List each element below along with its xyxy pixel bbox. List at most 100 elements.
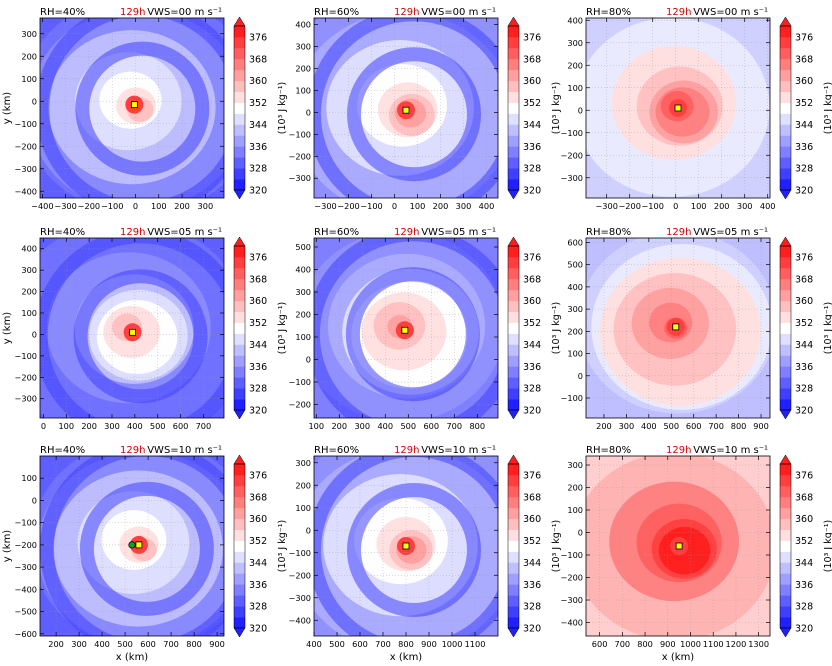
y-tick-label: 100 [295, 503, 311, 513]
colorbar: 376 368 360 352 344 336 328 320 (10³ J kg⁻¹) [779, 454, 832, 638]
colorbar-tick-label: 360 [795, 514, 813, 525]
colorbar-tick-label: 352 [795, 536, 813, 547]
colorbar-band [780, 474, 791, 487]
x-tick-label: 500 [117, 639, 133, 649]
plot-frame [585, 237, 771, 419]
colorbar-tick-label: 352 [523, 536, 541, 547]
panel-9: 600 700 800 900 1000 1100 1200 13003002001000−1… [561, 445, 832, 663]
panel-vws-label: VWS=05 m s⁻¹ [693, 227, 768, 238]
colorbar-band [508, 300, 519, 312]
colorbar-band [234, 496, 245, 509]
y-tick-label: −100 [15, 119, 38, 129]
colorbar-tick-label: 344 [523, 120, 541, 131]
colorbar-band [508, 366, 519, 378]
colorbar-tick-label: 352 [795, 318, 813, 329]
plot-frame [39, 455, 225, 637]
y-tick-label: −100 [561, 393, 584, 403]
panel-3: −300 −200 −100 0 100 200 300 4004003002001000−1… [561, 7, 832, 211]
colorbar-label: (10³ J kg⁻¹) [551, 302, 562, 355]
x-tick-label: 300 [71, 639, 87, 649]
colorbar-tick-label: 320 [249, 186, 267, 197]
colorbar-extend-max [779, 236, 792, 247]
colorbar-band [234, 168, 245, 180]
colorbar-tick-label: 368 [523, 274, 541, 285]
x-tick-label: 400 [94, 639, 110, 649]
center-marker [129, 328, 136, 336]
colorbar-band [234, 388, 245, 400]
center-marker [135, 541, 143, 549]
y-tick-label: −200 [15, 372, 38, 382]
panel-time-label: 129h [394, 7, 419, 18]
y-tick-label: 0 [306, 355, 311, 365]
center-marker [402, 106, 410, 114]
colorbar-tick-label: 360 [249, 296, 267, 307]
panel-vws-label: VWS=10 m s⁻¹ [421, 445, 496, 456]
y-tick-label: −200 [289, 151, 312, 161]
colorbar-tick-label: 352 [249, 318, 267, 329]
plot-frame [39, 17, 225, 199]
colorbar-tick-label: 320 [523, 186, 541, 197]
y-tick-label: 300 [567, 38, 583, 48]
colorbar-band [508, 474, 519, 487]
y-tick-label: 100 [21, 308, 37, 318]
y-tick-label: 100 [21, 74, 37, 84]
colorbar-frame [507, 245, 520, 411]
colorbar-tick-label: 344 [523, 558, 541, 569]
panel-time-label: 129h [120, 227, 145, 238]
y-tick-label: −300 [561, 595, 584, 605]
panel-time-label: 129h [666, 445, 691, 456]
colorbar-band [508, 322, 519, 334]
y-tick-label: −100 [15, 518, 38, 528]
colorbar-band [508, 278, 519, 291]
colorbar-extend-max [507, 16, 520, 27]
colorbar-tick-label: 376 [523, 252, 541, 263]
y-tick-label: 400 [567, 15, 583, 25]
y-tick-label: 300 [295, 287, 311, 297]
plot-frame [585, 455, 771, 637]
y-tick-label: 400 [295, 265, 311, 275]
colorbar-band [508, 529, 519, 541]
colorbar: 376 368 360 352 344 336 328 320 (10³ J kg⁻¹) [507, 236, 562, 420]
panel-rh-label: RH=80% [586, 445, 631, 456]
y-axis-label: y (km) [2, 530, 13, 563]
panel-vws-label: VWS=10 m s⁻¹ [147, 445, 222, 456]
colorbar-band [234, 47, 245, 60]
colorbar-band [234, 300, 245, 312]
colorbar-band [234, 507, 245, 520]
colorbar-tick-label: 352 [249, 98, 267, 109]
colorbar-tick-label: 344 [249, 120, 267, 131]
colorbar-band [234, 573, 245, 585]
y-tick-label: −100 [15, 351, 38, 361]
colorbar-band [508, 135, 519, 147]
colorbar-band [234, 485, 245, 498]
y-tick-label: 500 [567, 260, 583, 270]
colorbar-band [508, 617, 519, 629]
colorbar-band [780, 388, 791, 400]
colorbar-tick-label: 344 [795, 558, 813, 569]
y-tick-label: 300 [295, 42, 311, 52]
colorbar-band [508, 562, 519, 574]
colorbar-band [508, 388, 519, 400]
x-tick-label: 1100 [703, 639, 724, 649]
colorbar-tick-label: 320 [795, 186, 813, 197]
x-tick-label: 1300 [748, 639, 769, 649]
colorbar-band [234, 80, 245, 92]
x-tick-label: 600 [140, 639, 156, 649]
colorbar-frame [507, 463, 520, 629]
panel-6: 200 300 400 500 600 700 800 900 600 500 400 300 200 1… [561, 227, 832, 431]
y-tick-label: −200 [561, 573, 584, 583]
x-tick-label: 400 [479, 201, 495, 211]
x-tick-label: 800 [731, 421, 747, 431]
panel-time-label: 129h [666, 227, 691, 238]
colorbar-band [234, 540, 245, 552]
colorbar-band [508, 377, 519, 389]
colorbar-tick-label: 328 [795, 602, 813, 613]
colorbar-band [780, 69, 791, 82]
y-tick-label: −100 [561, 128, 584, 138]
colorbar-label: (10³ J kg⁻¹) [277, 520, 288, 573]
center-marker [401, 326, 409, 334]
y-tick-label: −100 [561, 550, 584, 560]
colorbar-band [234, 529, 245, 541]
colorbar-band [234, 377, 245, 389]
colorbar-band [234, 69, 245, 82]
